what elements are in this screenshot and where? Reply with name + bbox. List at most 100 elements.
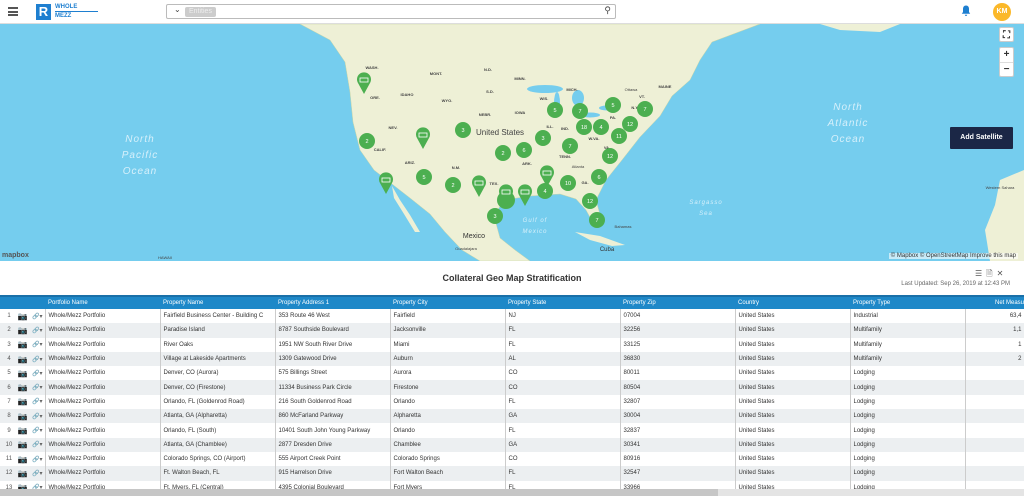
map-cluster[interactable]: 5 — [416, 169, 432, 185]
cluster-circle[interactable] — [637, 101, 653, 117]
column-header[interactable] — [0, 295, 15, 309]
map-cluster[interactable]: 2 — [445, 177, 461, 193]
link-dropdown-icon[interactable]: 🔗▾ — [30, 309, 46, 324]
link-dropdown-icon[interactable]: 🔗▾ — [30, 394, 46, 410]
table-row[interactable]: 11 📷 🔗▾ Whole/Mezz Portfolio Colorado Spring… — [0, 451, 1024, 467]
table-row[interactable]: 6 📷 🔗▾ Whole/Mezz Portfolio Denver, CO (Fire… — [0, 380, 1024, 395]
column-header[interactable]: Net Measu — [965, 295, 1024, 309]
user-avatar[interactable]: KM — [993, 3, 1011, 21]
table-row[interactable]: 9 📷 🔗▾ Whole/Mezz Portfolio Orlando, FL (Sou… — [0, 423, 1024, 438]
map-cluster[interactable]: 2 — [495, 145, 511, 161]
zoom-out-button[interactable]: − — [1003, 64, 1010, 75]
column-header[interactable]: Country — [735, 295, 850, 309]
map-pin-bed-icon[interactable] — [416, 127, 430, 149]
fullscreen-icon[interactable]: ⛶ — [999, 27, 1014, 42]
column-header[interactable]: Property Zip — [620, 295, 735, 309]
map-cluster[interactable]: 12 — [602, 148, 618, 164]
geo-map[interactable]: North Pacific Ocean North Atlantic Ocean Gulf … — [0, 24, 1024, 261]
map-cluster[interactable]: 6 — [516, 142, 532, 158]
camera-icon[interactable]: 📷 — [15, 409, 30, 424]
map-pin-bed-icon[interactable] — [518, 184, 532, 206]
table-row[interactable]: 5 📷 🔗▾ Whole/Mezz Portfolio Denver, CO (Auro… — [0, 366, 1024, 381]
camera-icon[interactable]: 📷 — [15, 466, 30, 481]
link-dropdown-icon[interactable]: 🔗▾ — [30, 423, 46, 438]
cluster-circle[interactable] — [605, 97, 621, 113]
table-row[interactable]: 8 📷 🔗▾ Whole/Mezz Portfolio Atlanta, GA (Alp… — [0, 409, 1024, 424]
cluster-circle[interactable] — [582, 193, 598, 209]
map-cluster[interactable]: 10 — [560, 175, 576, 191]
table-row[interactable]: 4 📷 🔗▾ Whole/Mezz Portfolio Village at Lakes… — [0, 351, 1024, 367]
table-row[interactable]: 1 📷 🔗▾ Whole/Mezz Portfolio Fairfield Busine… — [0, 309, 1024, 324]
pin-marker[interactable] — [518, 184, 532, 206]
map-cluster[interactable]: 2 — [359, 133, 375, 149]
cluster-circle[interactable] — [547, 102, 563, 118]
search-icon[interactable]: ⚲ — [604, 5, 611, 15]
hamburger-menu-icon[interactable] — [8, 7, 18, 16]
cluster-circle[interactable] — [562, 138, 578, 154]
map-pin-bed-icon[interactable] — [472, 175, 486, 197]
cluster-circle[interactable] — [602, 148, 618, 164]
add-satellite-button[interactable]: Add Satellite — [950, 127, 1013, 149]
link-dropdown-icon[interactable]: 🔗▾ — [30, 466, 46, 481]
table-row[interactable]: 2 📷 🔗▾ Whole/Mezz Portfolio Paradise Island 8… — [0, 323, 1024, 338]
link-dropdown-icon[interactable]: 🔗▾ — [30, 337, 46, 352]
cluster-circle[interactable] — [572, 103, 588, 119]
map-cluster[interactable]: 12 — [622, 116, 638, 132]
horizontal-scrollbar[interactable] — [0, 489, 1024, 496]
link-dropdown-icon[interactable]: 🔗▾ — [30, 380, 46, 395]
camera-icon[interactable]: 📷 — [17, 454, 28, 464]
camera-icon[interactable]: 📷 — [17, 397, 28, 407]
cluster-circle[interactable] — [591, 169, 607, 185]
cluster-circle[interactable] — [359, 133, 375, 149]
map-cluster[interactable]: 7 — [572, 103, 588, 119]
cluster-circle[interactable] — [535, 130, 551, 146]
cluster-circle[interactable] — [487, 208, 503, 224]
column-header[interactable]: Property City — [390, 295, 505, 309]
map-cluster[interactable]: 12 — [582, 193, 598, 209]
list-icon[interactable]: ☰ — [975, 269, 987, 278]
camera-icon[interactable]: 📷 — [17, 311, 28, 321]
map-cluster[interactable]: 7 — [562, 138, 578, 154]
column-header[interactable]: Property State — [505, 295, 620, 309]
pin-marker[interactable] — [379, 172, 393, 194]
camera-icon[interactable]: 📷 — [17, 426, 28, 436]
map-attribution[interactable]: © Mapbox © OpenStreetMap Improve this ma… — [888, 253, 1018, 259]
map-cluster[interactable]: 5 — [547, 102, 563, 118]
map-cluster[interactable]: 3 — [487, 208, 503, 224]
camera-icon[interactable]: 📷 — [17, 483, 28, 493]
map-cluster[interactable]: 11 — [611, 128, 627, 144]
map-cluster[interactable]: 3 — [535, 130, 551, 146]
map-cluster[interactable]: 7 — [589, 212, 605, 228]
cluster-circle[interactable] — [445, 177, 461, 193]
camera-icon[interactable]: 📷 — [15, 351, 30, 367]
cluster-circle[interactable] — [622, 116, 638, 132]
camera-icon[interactable]: 📷 — [17, 368, 28, 378]
cluster-circle[interactable] — [495, 145, 511, 161]
export-icon[interactable]: 🗎 — [986, 269, 997, 278]
cluster-circle[interactable] — [576, 119, 592, 135]
column-header[interactable] — [15, 295, 30, 309]
camera-icon[interactable]: 📷 — [15, 380, 30, 395]
column-header[interactable] — [30, 295, 45, 309]
mapbox-logo[interactable]: mapbox — [2, 252, 29, 259]
expand-icon[interactable]: ✕ — [996, 269, 1008, 278]
cluster-circle[interactable] — [516, 142, 532, 158]
map-cluster[interactable]: 3 — [455, 122, 471, 138]
camera-icon[interactable]: 📷 — [15, 323, 30, 338]
column-header[interactable]: Portfolio Name — [45, 295, 160, 309]
link-dropdown-icon[interactable]: 🔗▾ — [30, 323, 46, 338]
map-cluster[interactable]: 5 — [605, 97, 621, 113]
map-cluster[interactable]: 7 — [637, 101, 653, 117]
cluster-circle[interactable] — [455, 122, 471, 138]
cluster-circle[interactable] — [560, 175, 576, 191]
camera-icon[interactable]: 📷 — [15, 437, 30, 452]
link-dropdown-icon[interactable]: 🔗▾ — [30, 366, 46, 381]
cluster-circle[interactable] — [416, 169, 432, 185]
map-cluster[interactable]: 6 — [591, 169, 607, 185]
search-tag[interactable]: Entities — [185, 7, 216, 17]
table-row[interactable]: 3 📷 🔗▾ Whole/Mezz Portfolio River Oaks 1951 N… — [0, 337, 1024, 352]
cluster-circle[interactable] — [611, 128, 627, 144]
link-dropdown-icon[interactable]: 🔗▾ — [30, 437, 46, 452]
zoom-in-button[interactable]: + — [1000, 48, 1013, 63]
table-row[interactable]: 7 📷 🔗▾ Whole/Mezz Portfolio Orlando, FL (Gol… — [0, 394, 1024, 410]
